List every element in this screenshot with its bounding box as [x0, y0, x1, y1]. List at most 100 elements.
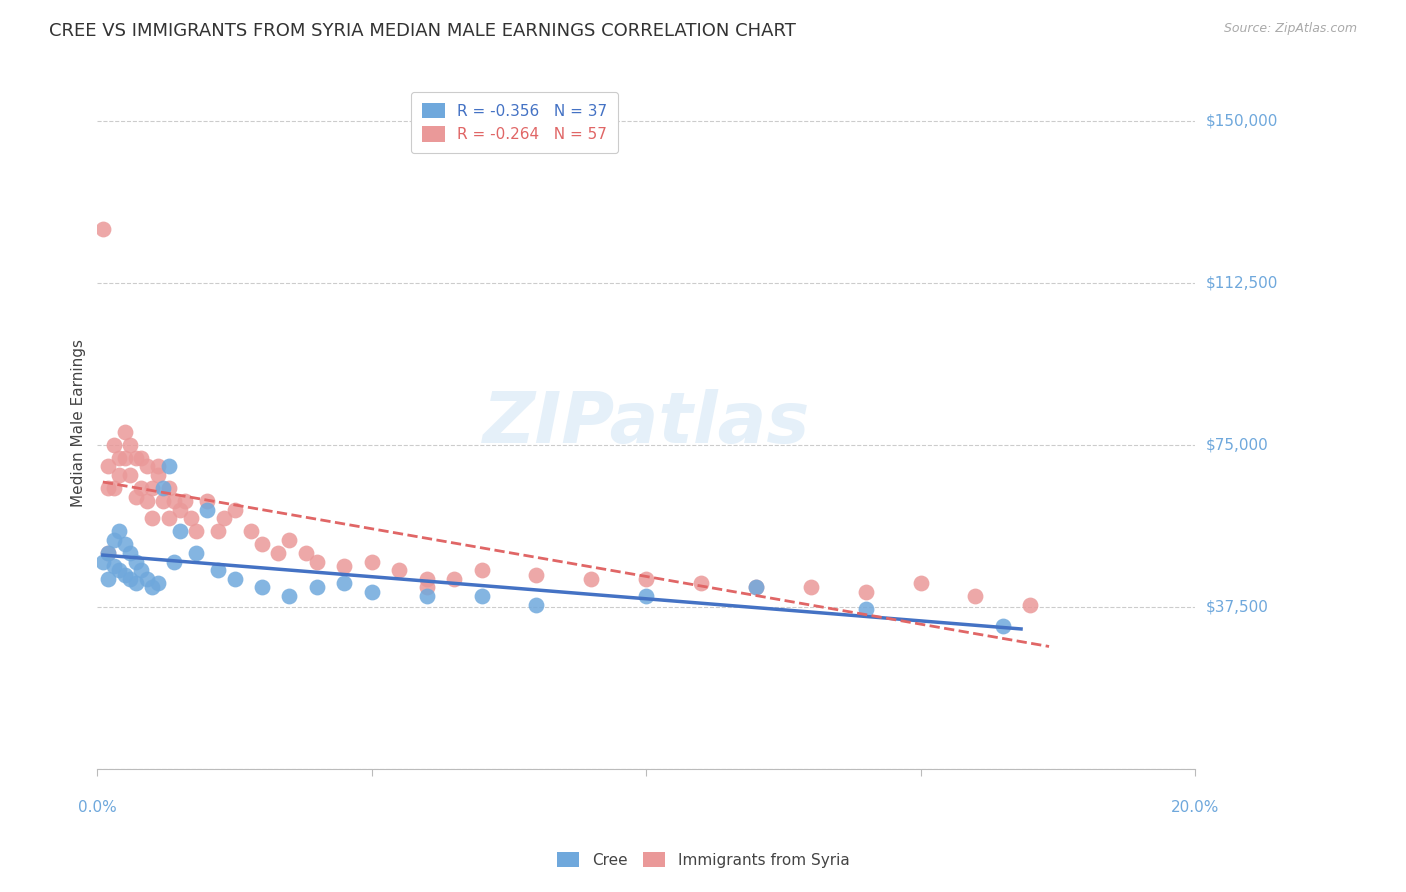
Point	[103, 438, 125, 452]
Point	[129, 450, 152, 465]
Point	[157, 511, 180, 525]
Text: 20.0%: 20.0%	[1171, 799, 1219, 814]
Point	[745, 581, 768, 595]
Point	[125, 576, 148, 591]
Point	[195, 502, 218, 516]
Point	[250, 581, 273, 595]
Point	[186, 546, 208, 560]
Point	[120, 546, 142, 560]
Point	[295, 546, 318, 560]
Point	[267, 546, 290, 560]
Point	[125, 490, 148, 504]
Point	[141, 581, 163, 595]
Point	[152, 481, 174, 495]
Point	[207, 524, 229, 539]
Point	[103, 558, 125, 573]
Point	[97, 546, 120, 560]
Text: $37,500: $37,500	[1206, 599, 1270, 615]
Point	[163, 494, 186, 508]
Point	[135, 572, 157, 586]
Point	[97, 546, 120, 560]
Point	[114, 425, 136, 439]
Point	[991, 619, 1014, 633]
Point	[855, 602, 877, 616]
Legend: R = -0.356   N = 37, R = -0.264   N = 57: R = -0.356 N = 37, R = -0.264 N = 57	[411, 92, 617, 153]
Point	[135, 494, 157, 508]
Point	[470, 589, 492, 603]
Legend: Cree, Immigrants from Syria: Cree, Immigrants from Syria	[548, 844, 858, 875]
Point	[141, 511, 163, 525]
Point	[224, 572, 246, 586]
Point	[180, 511, 202, 525]
Point	[129, 481, 152, 495]
Point	[360, 584, 382, 599]
Point	[91, 221, 114, 235]
Point	[526, 598, 548, 612]
Point	[388, 563, 411, 577]
Text: Source: ZipAtlas.com: Source: ZipAtlas.com	[1223, 22, 1357, 36]
Text: ZIPatlas: ZIPatlas	[482, 389, 810, 458]
Point	[1019, 598, 1042, 612]
Point	[120, 438, 142, 452]
Point	[333, 576, 356, 591]
Point	[157, 459, 180, 474]
Point	[174, 494, 197, 508]
Point	[114, 537, 136, 551]
Text: $150,000: $150,000	[1206, 113, 1278, 128]
Point	[526, 567, 548, 582]
Point	[195, 494, 218, 508]
Point	[125, 450, 148, 465]
Point	[415, 589, 437, 603]
Text: $112,500: $112,500	[1206, 276, 1278, 290]
Point	[114, 567, 136, 582]
Point	[855, 584, 877, 599]
Point	[91, 555, 114, 569]
Point	[146, 576, 169, 591]
Point	[305, 581, 328, 595]
Point	[152, 494, 174, 508]
Point	[415, 581, 437, 595]
Text: 0.0%: 0.0%	[77, 799, 117, 814]
Point	[240, 524, 263, 539]
Point	[103, 481, 125, 495]
Point	[224, 502, 246, 516]
Text: $75,000: $75,000	[1206, 437, 1268, 452]
Point	[581, 572, 603, 586]
Point	[800, 581, 823, 595]
Point	[125, 555, 148, 569]
Point	[135, 459, 157, 474]
Point	[360, 555, 382, 569]
Point	[636, 589, 658, 603]
Point	[636, 572, 658, 586]
Point	[745, 581, 768, 595]
Point	[910, 576, 932, 591]
Point	[470, 563, 492, 577]
Point	[108, 468, 131, 483]
Point	[186, 524, 208, 539]
Point	[163, 555, 186, 569]
Point	[333, 558, 356, 573]
Point	[108, 563, 131, 577]
Point	[415, 572, 437, 586]
Point	[120, 572, 142, 586]
Point	[690, 576, 713, 591]
Point	[108, 450, 131, 465]
Point	[129, 563, 152, 577]
Point	[97, 572, 120, 586]
Point	[169, 502, 191, 516]
Point	[120, 468, 142, 483]
Point	[114, 450, 136, 465]
Point	[169, 524, 191, 539]
Point	[146, 459, 169, 474]
Point	[103, 533, 125, 547]
Y-axis label: Median Male Earnings: Median Male Earnings	[72, 339, 86, 508]
Point	[965, 589, 987, 603]
Point	[141, 481, 163, 495]
Point	[305, 555, 328, 569]
Point	[250, 537, 273, 551]
Point	[97, 481, 120, 495]
Point	[157, 481, 180, 495]
Point	[443, 572, 465, 586]
Point	[278, 589, 301, 603]
Point	[212, 511, 235, 525]
